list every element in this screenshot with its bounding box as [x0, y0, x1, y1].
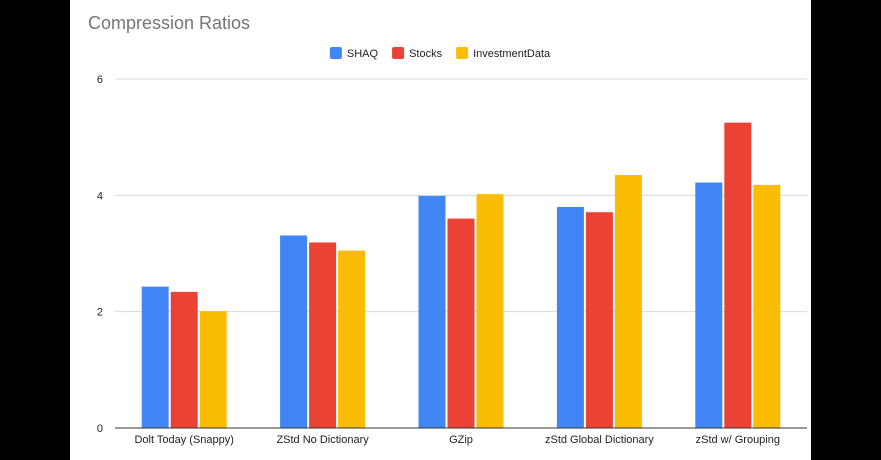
legend-swatch-stocks: [392, 47, 405, 59]
y-tick-label: 6: [97, 74, 103, 86]
bar-stocks-1: [309, 242, 337, 428]
bar-stocks-0: [170, 291, 198, 428]
y-tick-label: 0: [97, 423, 103, 435]
bar-investmentdata-1: [338, 250, 366, 428]
chart-canvas: Compression Ratios SHAQ Stocks InvestmentD…: [70, 0, 811, 460]
bar-shaq-1: [280, 235, 308, 428]
bar-stocks-4: [724, 122, 752, 428]
legend-swatch-shaq: [329, 47, 342, 59]
x-axis-categories: Dolt Today (Snappy) ZStd No Dictionary GZi…: [134, 434, 780, 446]
bar-shaq-2: [418, 195, 446, 428]
y-axis-ticks: 0 2 4 6: [97, 74, 103, 435]
bar-investmentdata-2: [476, 194, 504, 428]
bar-stocks-3: [585, 212, 613, 428]
bar-investmentdata-4: [753, 184, 781, 428]
bar-investmentdata-3: [614, 174, 642, 428]
legend-label-investmentdata: InvestmentData: [473, 48, 551, 60]
y-tick-label: 2: [97, 307, 103, 319]
bar-stocks-2: [447, 218, 475, 428]
x-category-label: Dolt Today (Snappy): [134, 434, 233, 446]
legend-swatch-investmentdata: [456, 47, 469, 59]
bars: [141, 122, 781, 428]
bar-shaq-4: [695, 182, 723, 428]
y-tick-label: 4: [97, 190, 103, 202]
legend-label-shaq: SHAQ: [347, 48, 379, 60]
chart-title: Compression Ratios: [88, 13, 250, 33]
bar-shaq-3: [556, 206, 584, 428]
bar-investmentdata-0: [199, 311, 227, 428]
bar-shaq-0: [141, 286, 169, 428]
legend: SHAQ Stocks InvestmentData: [329, 47, 551, 60]
x-category-label: GZip: [449, 434, 473, 446]
x-category-label: zStd Global Dictionary: [545, 434, 654, 446]
legend-label-stocks: Stocks: [409, 48, 443, 60]
x-category-label: zStd w/ Grouping: [696, 434, 780, 446]
chart-svg: Compression Ratios SHAQ Stocks InvestmentD…: [88, 13, 807, 446]
x-category-label: ZStd No Dictionary: [276, 434, 369, 446]
